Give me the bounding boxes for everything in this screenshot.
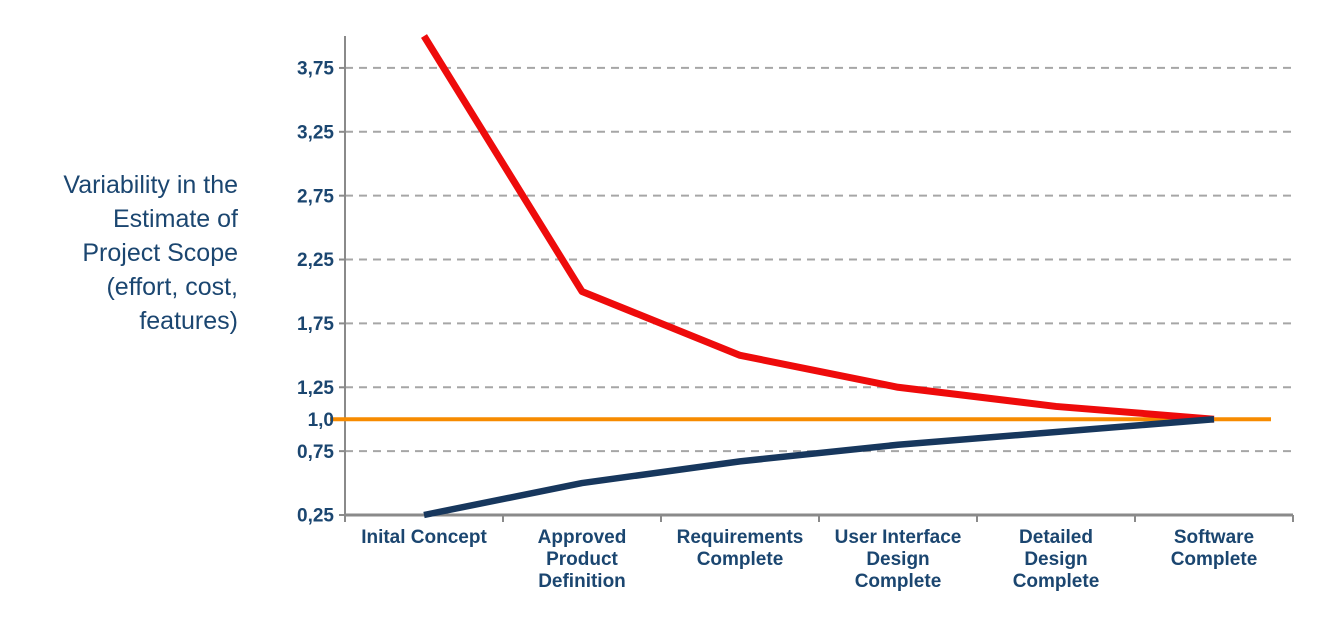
x-category-label: Inital Concept [361, 527, 487, 548]
y-tick-label: 1,75 [297, 314, 334, 335]
upper-estimate-bound-line [421, 34, 1215, 423]
x-category-label: Detailed Design Complete [1013, 527, 1100, 592]
x-category-label: User Interface Design Complete [835, 527, 962, 592]
lower-estimate-bound-line [423, 415, 1215, 519]
y-axis-title: Variability in the Estimate of Project S… [63, 171, 238, 335]
y-tick-label: 2,75 [297, 186, 334, 207]
y-tick-label: 3,75 [297, 59, 334, 80]
x-category-label: Requirements Complete [677, 527, 804, 570]
x-category-label: Approved Product Definition [538, 527, 627, 592]
y-tick-label: 1,25 [297, 378, 334, 399]
y-tick-label: 2,25 [297, 250, 334, 271]
y-tick-label: 1,0 [308, 410, 334, 431]
y-tick-label: 0,75 [297, 442, 334, 463]
y-tick-label: 0,25 [297, 506, 334, 527]
y-tick-label: 3,25 [297, 122, 334, 143]
x-category-label: Software Complete [1171, 527, 1258, 570]
